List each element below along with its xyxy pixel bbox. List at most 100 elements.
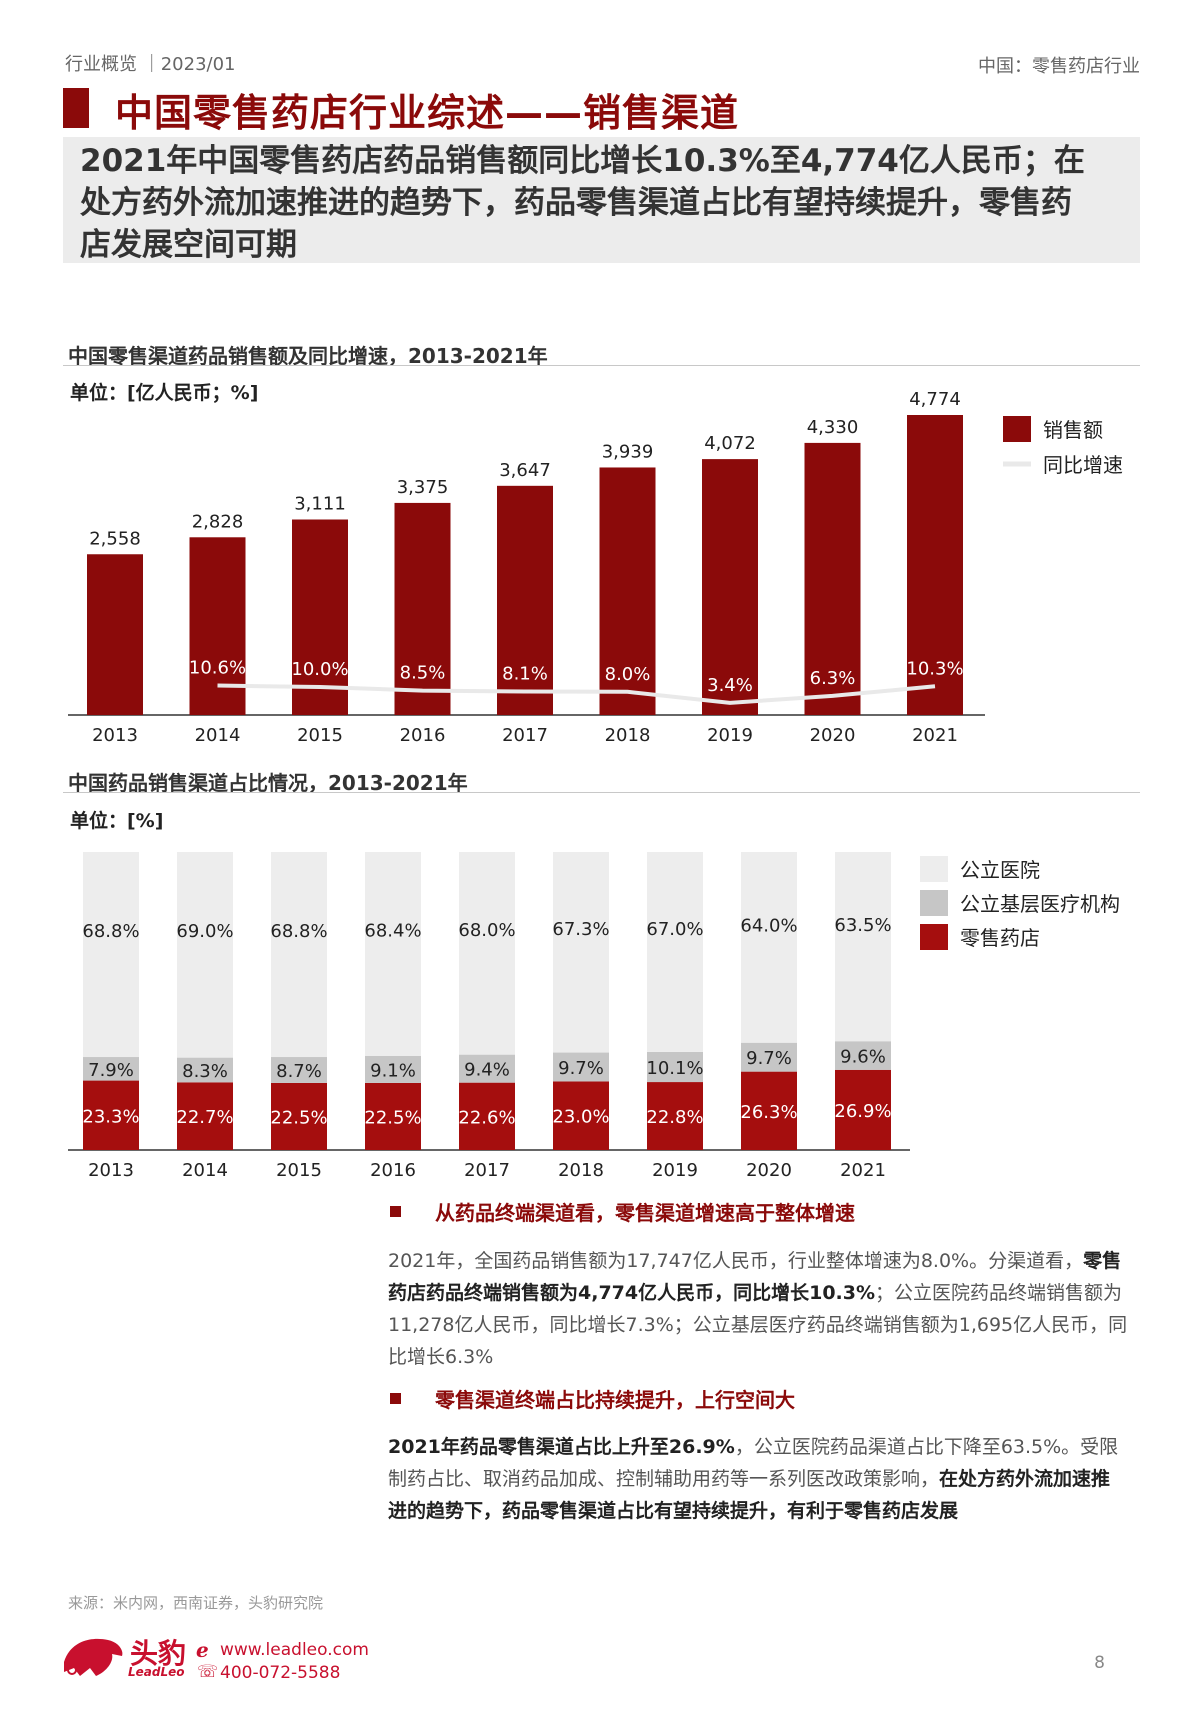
chart1-divider — [63, 365, 1140, 366]
grassroots-segment — [647, 1051, 703, 1083]
x-tick-label: 2016 — [400, 725, 446, 746]
growth-value-label: 10.6% — [189, 658, 246, 679]
hospital-segment — [835, 852, 891, 1042]
legend-swatch — [920, 856, 948, 882]
x-tick-label: 2013 — [92, 725, 138, 746]
grassroots-segment — [459, 1054, 515, 1083]
bullet-heading-1: 从药品终端渠道看，零售渠道增速高于整体增速 — [435, 1201, 855, 1225]
sales-value-label: 3,375 — [397, 477, 449, 498]
retail-share-label: 22.7% — [176, 1107, 233, 1128]
title-accent-bar — [63, 88, 89, 128]
page-title: 中国零售药店行业综述——销售渠道 — [115, 91, 740, 135]
legend-label-growth: 同比增速 — [1043, 453, 1123, 477]
x-tick-label: 2021 — [840, 1160, 886, 1181]
website-link[interactable]: www.leadleo.com — [220, 1640, 369, 1660]
x-tick-label: 2017 — [502, 725, 548, 746]
grassroots-share-label: 9.6% — [840, 1047, 886, 1068]
retail-share-label: 22.5% — [270, 1107, 327, 1128]
sales-value-label: 4,072 — [704, 433, 756, 454]
x-tick-label: 2018 — [558, 1160, 604, 1181]
retail-share-label: 26.9% — [834, 1101, 891, 1122]
grassroots-share-label: 9.7% — [746, 1048, 792, 1069]
bullet-paragraph-2: 2021年药品零售渠道占比上升至26.9%，公立医院药品渠道占比下降至63.5%… — [388, 1431, 1128, 1527]
grassroots-segment — [741, 1042, 797, 1072]
grassroots-share-label: 9.7% — [558, 1058, 604, 1079]
retail-share-label: 23.3% — [82, 1106, 139, 1127]
paragraph-segment: 2021年，全国药品销售额为17,747亿人民币，行业整体增速为8.0%。分渠道… — [388, 1250, 1084, 1272]
retail-segment — [741, 1071, 797, 1150]
sales-bar — [394, 502, 451, 715]
retail-share-label: 26.3% — [740, 1102, 797, 1123]
bullet-paragraph-1: 2021年，全国药品销售额为17,747亿人民币，行业整体增速为8.0%。分渠道… — [388, 1245, 1128, 1373]
retail-segment — [365, 1082, 421, 1150]
leopard-logo-icon — [64, 1638, 123, 1676]
x-tick-label: 2021 — [912, 725, 958, 746]
grassroots-segment — [835, 1041, 891, 1070]
grassroots-share-label: 8.3% — [182, 1061, 228, 1082]
sales-value-label: 2,828 — [192, 511, 244, 532]
hospital-segment — [83, 852, 139, 1058]
hospital-share-label: 63.5% — [834, 915, 891, 936]
hospital-share-label: 68.8% — [270, 921, 327, 942]
grassroots-share-label: 7.9% — [88, 1060, 134, 1081]
brand-logo-subtext: LeadLeo — [128, 1665, 185, 1679]
x-tick-label: 2013 — [88, 1160, 134, 1181]
phone-icon: ☏ — [197, 1662, 219, 1682]
x-tick-label: 2020 — [746, 1160, 792, 1181]
hospital-share-label: 67.3% — [552, 919, 609, 940]
grassroots-segment — [553, 1052, 609, 1082]
summary-box — [63, 137, 1140, 263]
channel-share-chart: 23.3% 7.9% 68.8% 2013 22.7% 8.3% 69.0% 2014 22.5… — [68, 852, 1120, 1181]
growth-value-label: 8.5% — [400, 663, 446, 684]
hospital-share-label: 68.4% — [364, 920, 421, 941]
grassroots-share-label: 9.1% — [370, 1060, 416, 1081]
legend-label-sales: 销售额 — [1043, 418, 1103, 442]
retail-segment — [835, 1069, 891, 1150]
sales-bar — [599, 467, 656, 715]
sales-bar — [702, 459, 758, 715]
growth-value-label: 10.0% — [291, 659, 348, 680]
grassroots-share-label: 10.1% — [646, 1058, 703, 1079]
hospital-segment — [271, 852, 327, 1058]
sales-value-label: 4,774 — [909, 389, 961, 410]
growth-value-label: 6.3% — [810, 668, 856, 689]
hospital-segment — [365, 852, 421, 1056]
x-tick-label: 2014 — [182, 1160, 228, 1181]
grassroots-segment — [271, 1057, 327, 1083]
legend-swatch-sales — [1003, 416, 1031, 442]
sales-value-label: 4,330 — [807, 417, 859, 438]
x-tick-label: 2019 — [652, 1160, 698, 1181]
x-tick-label: 2019 — [707, 725, 753, 746]
web-icon: ℯ — [196, 1638, 209, 1662]
hospital-segment — [553, 852, 609, 1053]
hospital-segment — [647, 852, 703, 1052]
retail-share-label: 23.0% — [552, 1107, 609, 1128]
retail-segment — [459, 1082, 515, 1150]
growth-value-label: 3.4% — [707, 675, 753, 696]
grassroots-share-label: 9.4% — [464, 1060, 510, 1081]
growth-value-label: 8.1% — [502, 664, 548, 685]
phone-number: 400-072-5588 — [220, 1663, 341, 1683]
legend-swatch — [920, 890, 948, 916]
sales-bar — [907, 415, 963, 715]
grassroots-share-label: 8.7% — [276, 1061, 322, 1082]
retail-segment — [553, 1081, 609, 1150]
paragraph-segment: 在处方药外流加速推进的趋势下，药品零售渠道占比有望持续提升，有利于零售药店发展 — [388, 1468, 1111, 1522]
source-note: 来源：米内网，西南证券，头豹研究院 — [68, 1594, 324, 1612]
x-tick-label: 2020 — [810, 725, 856, 746]
hospital-segment — [177, 852, 233, 1058]
grassroots-segment — [83, 1057, 139, 1081]
hospital-segment — [459, 852, 515, 1055]
chart2-divider — [63, 792, 1140, 793]
summary-text: 2021年中国零售药店药品销售额同比增长10.3%至4,774亿人民币；在处方药… — [80, 143, 1085, 263]
sales-value-label: 3,111 — [294, 494, 346, 515]
grassroots-segment — [365, 1055, 421, 1083]
bullet-marker — [390, 1206, 401, 1217]
sales-bar — [804, 442, 861, 715]
retail-segment — [271, 1082, 327, 1150]
sales-bar — [189, 537, 246, 715]
legend-label: 公立医院 — [960, 858, 1040, 882]
retail-segment — [647, 1082, 703, 1150]
chart1-unit: 单位：[亿人民币；%] — [70, 382, 259, 404]
header-right: 中国：零售药店行业 — [978, 56, 1140, 77]
